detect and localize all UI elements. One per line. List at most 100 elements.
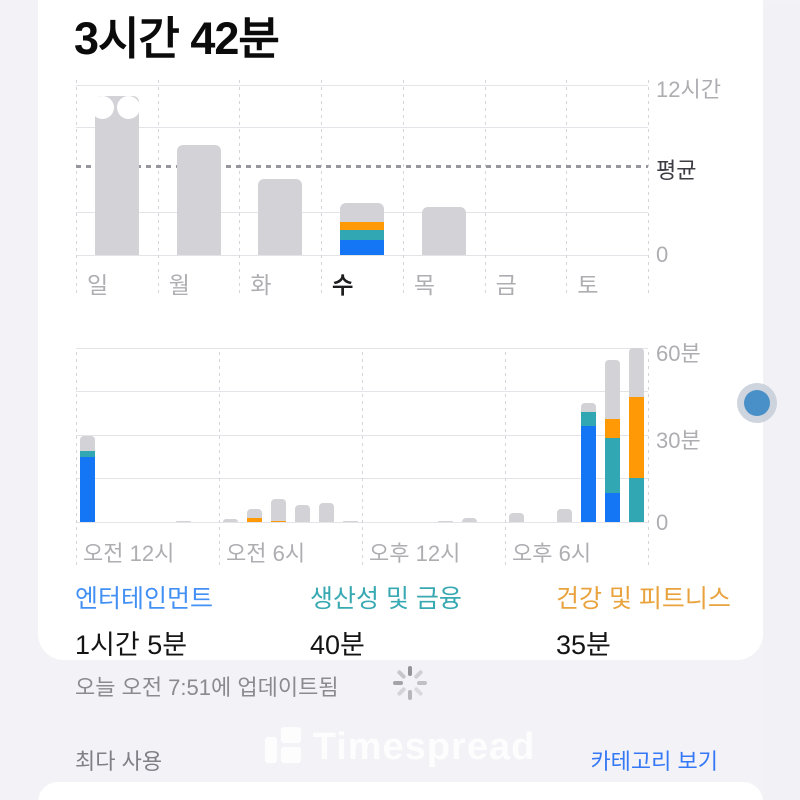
show-categories-link[interactable]: 카테고리 보기 (590, 749, 718, 774)
timespread-logo-icon (264, 727, 301, 763)
hourly-bar-segment-gray (271, 498, 287, 521)
hourly-grid-vline (219, 352, 220, 569)
hourly-bar (580, 403, 596, 522)
hourly-axis-mid: 30분 (656, 428, 701, 453)
hourly-bar (271, 498, 287, 522)
weekly-axis-average: 평균 (656, 158, 697, 183)
hourly-time-label: 오후 6시 (512, 541, 592, 566)
most-used-card (38, 782, 763, 800)
weekly-grid-vline (239, 80, 241, 297)
weekly-day-label: 일 (87, 272, 109, 298)
hourly-bar (318, 503, 334, 522)
weekly-day-label: 화 (250, 272, 272, 298)
legend-category-value: 1시간 5분 (75, 630, 188, 660)
hourly-bar (175, 520, 191, 522)
weekly-bar-segment-blue (340, 239, 384, 255)
hourly-bar-segment-teal (80, 450, 96, 457)
hourly-bar-segment-gray (247, 508, 263, 518)
weekly-axis-zero: 0 (656, 242, 669, 267)
hourly-bar-segment-gray (509, 513, 525, 522)
hourly-time-label: 오전 6시 (226, 541, 306, 566)
weekly-grid-vline (157, 80, 159, 297)
hourly-bar-segment-gray (175, 520, 191, 522)
hourly-bar (437, 520, 453, 522)
weekly-day-label: 목 (413, 272, 436, 298)
hourly-bar (628, 348, 644, 522)
hourly-grid-vline (648, 352, 649, 569)
hourly-bar-segment-gray (628, 348, 644, 398)
legend-category-label: 엔터테인먼트 (75, 585, 214, 613)
total-screen-time: 3시간 42분 (74, 13, 280, 64)
hourly-bar-segment-gray (318, 503, 334, 522)
average-line (76, 164, 648, 168)
hourly-bar-segment-gray (557, 508, 573, 522)
loading-spinner-icon (392, 665, 428, 701)
weekly-bar-segment-gray (258, 178, 303, 255)
weekly-bar-segment-gray (94, 96, 139, 255)
legend-item: 생산성 및 금융 40분 (310, 579, 462, 662)
weekly-grid-vline (484, 80, 486, 297)
weekly-bar-segment-orange (340, 221, 384, 231)
weekly-bar-segment-gray (340, 202, 384, 222)
weekly-gridline (76, 84, 648, 86)
weekly-bar-segment-gray (421, 206, 466, 255)
weekly-grid-vline (321, 80, 323, 297)
hourly-bar (509, 513, 525, 522)
legend-item: 건강 및 피트니스 35분 (556, 579, 731, 662)
legend-category-value: 35분 (556, 630, 611, 660)
weekly-bar (421, 206, 466, 255)
weekly-day-label: 월 (168, 272, 190, 298)
weekly-bar (258, 178, 303, 255)
hourly-bar-segment-gray (604, 359, 620, 420)
hourly-bar-segment-blue (580, 426, 596, 522)
hourly-bar (557, 508, 573, 522)
weekly-bar-segment-gray (176, 144, 221, 255)
hourly-axis-zero: 0 (656, 510, 669, 535)
hourly-bar-segment-gray (294, 504, 310, 522)
legend-category-label: 건강 및 피트니스 (556, 585, 731, 613)
hourly-bar-segment-teal (604, 437, 620, 493)
hourly-bar-segment-orange (247, 517, 263, 522)
weekly-grid-vline (566, 80, 568, 297)
hourly-bar-segment-blue (80, 456, 96, 522)
hourly-bar (247, 508, 263, 522)
hourly-time-label: 오전 12시 (83, 541, 175, 566)
hourly-grid-vline (505, 352, 506, 569)
hourly-time-label: 오후 12시 (369, 541, 461, 566)
weekly-day-label: 금 (495, 272, 517, 298)
weekly-gridline (76, 254, 648, 256)
hourly-gridline (76, 347, 648, 349)
hourly-bar-segment-blue (604, 492, 620, 522)
hourly-bar (461, 517, 477, 522)
weekly-axis-max: 12시간 (656, 77, 721, 102)
hourly-bar-segment-teal (580, 411, 596, 427)
legend-category-label: 생산성 및 금융 (310, 585, 462, 613)
weekly-grid-vline (648, 80, 649, 297)
hourly-grid-vline (362, 352, 363, 569)
hourly-bar-segment-teal (628, 478, 644, 522)
hourly-bar-segment-gray (437, 520, 453, 522)
hourly-bar (80, 436, 96, 522)
hourly-bar-segment-gray (580, 403, 596, 412)
watermark: Timespread (0, 726, 800, 769)
hourly-bar-segment-gray (223, 519, 239, 522)
hourly-grid-vline (76, 352, 77, 569)
weekly-grid-vline (402, 80, 404, 297)
hourly-bar (294, 504, 310, 522)
weekly-day-label-selected: 수 (332, 272, 354, 298)
legend-item: 엔터테인먼트 1시간 5분 (75, 579, 213, 662)
updated-status: 오늘 오전 7:51에 업데이트됨 (75, 675, 339, 700)
hourly-bar-segment-gray (461, 517, 477, 522)
watermark-text: Timespread (312, 726, 536, 768)
hourly-axis-max: 60분 (656, 341, 701, 366)
hourly-bar (342, 520, 358, 522)
watermark-circles (91, 96, 141, 120)
most-used-heading: 최다 사용 (75, 749, 163, 774)
hourly-bar-segment-gray (342, 520, 358, 522)
hourly-bar-segment-orange (604, 419, 620, 438)
hourly-bar-segment-orange (271, 520, 287, 522)
weekly-bar (340, 202, 384, 255)
blue-dot-indicator (737, 383, 777, 423)
